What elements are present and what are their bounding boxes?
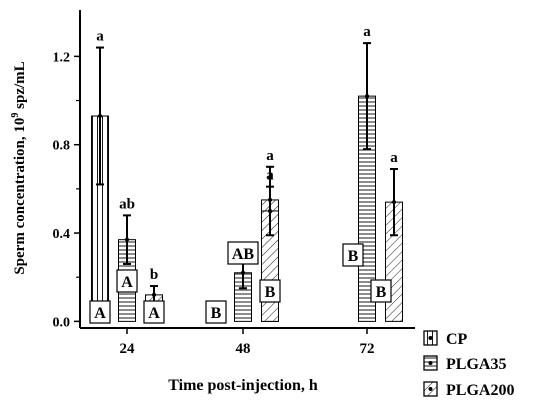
series-plga200-group-box [143, 300, 165, 324]
series-plga35-mean-point [241, 270, 245, 275]
y-tick-label: 0.0 [53, 315, 71, 330]
series-plga35-group-label: B [348, 248, 359, 265]
y-tick-label: 1.2 [53, 50, 71, 65]
y-axis-title-exponent: 9 [10, 113, 21, 118]
y-tick-label: 0.4 [53, 227, 71, 242]
x-axis-title: Time post-injection, h [168, 377, 318, 394]
chart-annotations: aabaabaaAAABABBBaB [89, 24, 398, 324]
series-cp-group-box [89, 300, 111, 324]
y-axis-title-main: Sperm concentration, 10 [12, 118, 28, 275]
series-plga200-group-label: A [148, 305, 160, 322]
series-cp-significance-label: a [96, 29, 104, 45]
series-extra-mean-point [268, 208, 272, 213]
series-plga200-group-label: AB [232, 246, 255, 263]
series-plga35-group-label: B [211, 305, 222, 322]
series-plga200-group-label: B [376, 284, 387, 301]
x-tick-label: 48 [236, 341, 251, 357]
y-axis-title-unit: spz/mL [12, 61, 28, 112]
series-plga200-significance-label: a [390, 150, 398, 166]
legend-plga35-marker [428, 361, 433, 365]
series-plga35-mean-point [125, 237, 129, 242]
chart-legend: CP PLGA35 PLGA200 [423, 330, 514, 399]
legend-plga35-label: PLGA35 [446, 356, 506, 373]
series-plga200-significance-label: b [150, 267, 158, 283]
legend-plga200-label: PLGA200 [446, 382, 514, 399]
y-tick-label: 0.8 [53, 139, 71, 154]
series-plga200-group-box [227, 241, 259, 265]
series-plga35-group-box [116, 269, 138, 293]
series-plga35-significance-label: a [363, 24, 371, 40]
series-extra-group-label: B [265, 284, 276, 301]
series-cp-group-label: A [94, 305, 106, 322]
legend-cp-marker [428, 336, 433, 340]
legend-cp-label: CP [446, 331, 468, 348]
chart-bars [91, 42, 403, 322]
series-plga200-significance-label: a [266, 148, 274, 164]
series-plga35-mean-point [365, 94, 369, 99]
series-plga200-group-box [370, 279, 392, 303]
y-axis-title: Sperm concentration, 109 spz/mL [10, 61, 28, 274]
legend-plga200-marker [428, 387, 433, 391]
series-plga35-significance-label: ab [119, 196, 135, 212]
x-tick-label: 24 [120, 341, 136, 357]
series-extra-group-box [259, 279, 281, 303]
series-plga200-mean-point [152, 292, 156, 297]
series-plga35-group-box [205, 300, 227, 324]
series-plga35-group-box [342, 243, 364, 267]
series-cp-mean-point [98, 114, 102, 118]
chart-axes: 0.0 0.4 0.8 1.2 24 48 72 [53, 10, 415, 357]
series-extra-significance-label: a [266, 168, 274, 184]
series-plga200-mean-point [392, 200, 396, 205]
x-tick-label: 72 [360, 341, 375, 357]
series-plga35-group-label: A [121, 274, 133, 291]
